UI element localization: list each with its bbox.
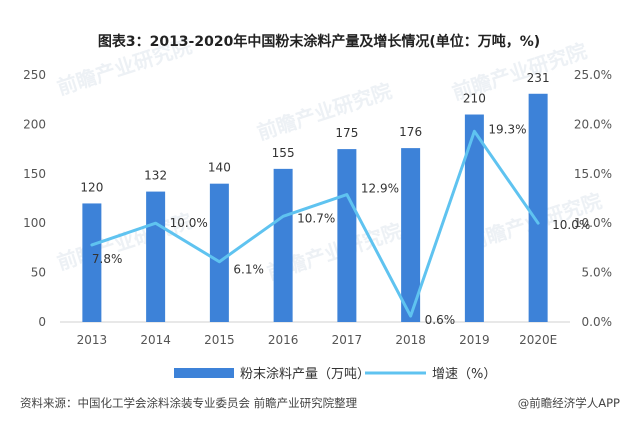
bar xyxy=(401,148,421,322)
bar-value-labels: 120 132 140 155 175 176 210 231 xyxy=(80,71,549,195)
bar-series xyxy=(82,93,548,323)
left-tick-label: 200 xyxy=(23,117,46,131)
right-tick-label: 20.0% xyxy=(574,117,612,131)
growth-line xyxy=(90,129,540,318)
left-tick-label: 100 xyxy=(23,216,46,230)
bar xyxy=(209,183,229,322)
bar-value-label: 120 xyxy=(80,180,103,194)
left-axis-ticks: 0 50 100 150 200 250 xyxy=(23,68,46,329)
x-tick-label: 2020E xyxy=(519,333,557,347)
bar-value-label: 231 xyxy=(527,71,550,85)
line-value-labels: 7.8% 10.0% 6.1% 10.7% 12.9% 0.6% 19.3% 10.0% xyxy=(92,122,590,327)
line-value-label: 12.9% xyxy=(361,182,399,196)
left-tick-label: 150 xyxy=(23,167,46,181)
right-tick-label: 25.0% xyxy=(574,68,612,82)
left-tick-label: 50 xyxy=(31,266,46,280)
left-tick-label: 0 xyxy=(38,315,46,329)
bar xyxy=(337,149,357,322)
legend: 粉末涂料产量（万吨） 增速（%） xyxy=(174,366,496,382)
watermark-layer: 前瞻产业研究院前瞻产业研究院前瞻产业研究院前瞻产业研究院前瞻产业研究院前瞻产业研… xyxy=(54,34,605,285)
chart-title: 图表3：2013-2020年中国粉末涂料产量及增长情况(单位：万吨，%) xyxy=(98,33,540,50)
line-value-label: 19.3% xyxy=(488,122,526,136)
line-value-label: 10.7% xyxy=(297,211,335,225)
bar xyxy=(273,168,293,322)
line-value-label: 6.1% xyxy=(233,263,264,277)
bar-value-label: 176 xyxy=(399,125,422,139)
x-tick-label: 2013 xyxy=(77,333,108,347)
bar xyxy=(146,191,166,322)
bar xyxy=(528,93,548,322)
bar-value-label: 210 xyxy=(463,92,486,106)
bar xyxy=(82,203,102,322)
right-tick-label: 15.0% xyxy=(574,167,612,181)
right-tick-label: 5.0% xyxy=(582,266,613,280)
bar-value-label: 140 xyxy=(208,161,231,175)
line-value-label: 7.8% xyxy=(92,252,123,266)
watermark-text: 前瞻产业研究院 xyxy=(254,79,395,145)
x-axis-ticks: 2013 2014 2015 2016 2017 2018 2019 2020E xyxy=(77,333,558,347)
legend-bar-label: 粉末涂料产量（万吨） xyxy=(240,366,370,382)
x-tick-label: 2019 xyxy=(459,333,490,347)
right-axis-ticks: 0.0% 5.0% 10.0% 15.0% 20.0% 25.0% xyxy=(574,68,612,329)
left-tick-label: 250 xyxy=(23,68,46,82)
line-value-label: 10.0% xyxy=(552,218,590,232)
right-tick-label: 10.0% xyxy=(574,216,612,230)
bar-value-label: 175 xyxy=(335,126,358,140)
x-tick-label: 2017 xyxy=(332,333,363,347)
x-tick-label: 2015 xyxy=(204,333,235,347)
bar xyxy=(464,114,484,323)
legend-line-label: 增速（%） xyxy=(432,367,496,382)
x-tick-label: 2016 xyxy=(268,333,299,347)
bar-value-label: 155 xyxy=(272,146,295,160)
brand-credit: @前瞻经济学人APP xyxy=(518,396,620,410)
bar-value-label: 132 xyxy=(144,169,167,183)
source-note: 资料来源：中国化工学会涂料涂装专业委员会 前瞻产业研究院整理 xyxy=(20,396,358,410)
legend-bar-swatch xyxy=(174,368,234,378)
x-tick-label: 2018 xyxy=(395,333,426,347)
right-tick-label: 0.0% xyxy=(582,315,613,329)
line-value-label: 0.6% xyxy=(425,313,456,327)
line-value-label: 10.0% xyxy=(170,216,208,230)
x-tick-label: 2014 xyxy=(140,333,171,347)
